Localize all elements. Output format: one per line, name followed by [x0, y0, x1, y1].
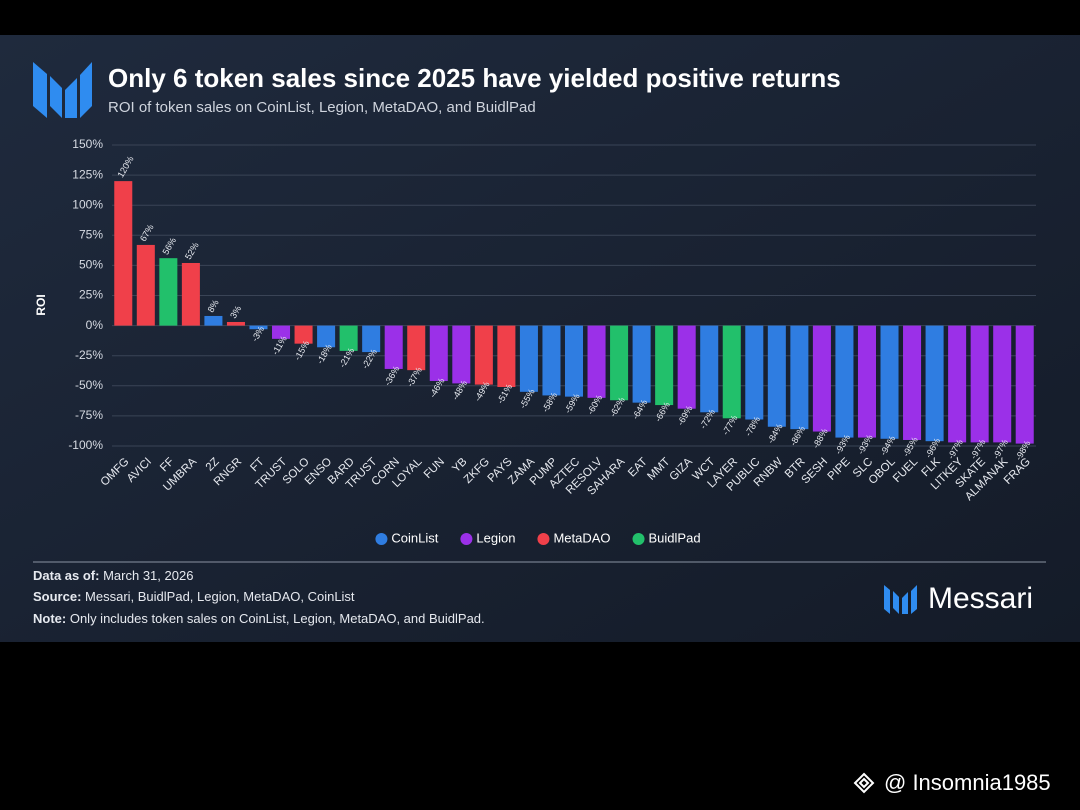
bar [812, 325, 831, 432]
bar [452, 325, 471, 384]
bar [745, 325, 764, 420]
y-tick-label: 75% [79, 227, 103, 241]
footnote-label: Source: [33, 589, 81, 604]
bar [542, 325, 561, 396]
legend-swatch [460, 533, 473, 545]
bar [362, 325, 381, 353]
footnote-text: Messari, BuidlPad, Legion, MetaDAO, Coin… [85, 589, 355, 604]
bar [519, 325, 538, 392]
footnote-source: Source: Messari, BuidlPad, Legion, MetaD… [33, 589, 355, 604]
y-tick-label: 125% [72, 167, 103, 181]
bar [384, 325, 403, 369]
bar [114, 181, 133, 326]
y-tick-label: 50% [79, 258, 103, 272]
bar [407, 325, 426, 371]
bar [632, 325, 651, 403]
y-tick-label: 150% [72, 137, 103, 151]
bar [903, 325, 922, 440]
brand-name: Messari [928, 582, 1033, 615]
bar [159, 258, 178, 326]
legend-label: MetaDAO [553, 530, 610, 545]
watermark-icon [853, 772, 875, 794]
bar [564, 325, 584, 397]
logo [33, 62, 92, 118]
bar [204, 315, 223, 326]
y-tick-label: 0% [86, 318, 104, 332]
legend: CoinList Legion MetaDAO BuidlPad [375, 530, 701, 545]
y-tick-label: -75% [75, 408, 103, 422]
bar [226, 321, 245, 326]
bar [722, 325, 741, 419]
footnote-note: Note: Only includes token sales on CoinL… [33, 611, 485, 626]
brand-logo [884, 585, 917, 614]
y-tick-label: 100% [72, 197, 103, 211]
bar [948, 325, 967, 443]
bar [993, 325, 1012, 443]
y-tick-label: -50% [75, 378, 103, 392]
legend-label: Legion [476, 530, 515, 545]
bar [970, 325, 989, 443]
y-axis-label: ROI [34, 294, 48, 315]
legend-swatch [375, 533, 388, 545]
watermark: @ Insomnia1985 [884, 770, 1051, 795]
footnote-date: Data as of: March 31, 2026 [33, 568, 193, 583]
bar [835, 325, 854, 438]
bar [610, 325, 629, 401]
bar [249, 325, 268, 330]
bar [474, 325, 493, 385]
bar [181, 262, 200, 326]
legend-swatch [632, 533, 645, 545]
legend-label: CoinList [391, 530, 438, 545]
bar [429, 325, 448, 381]
bar [790, 325, 809, 430]
footnote-label: Note: [33, 611, 66, 626]
footnote-text: March 31, 2026 [103, 568, 193, 583]
y-tick-label: -25% [75, 348, 103, 362]
bar [677, 325, 696, 409]
bar [587, 325, 606, 398]
bar [655, 325, 674, 406]
legend-label: BuidlPad [649, 530, 701, 545]
bar [880, 325, 899, 439]
bar [700, 325, 719, 413]
bar [1015, 325, 1034, 444]
footnote-text: Only includes token sales on CoinList, L… [70, 611, 485, 626]
y-tick-label: -100% [68, 438, 103, 452]
bar [317, 325, 336, 348]
bar [497, 325, 516, 388]
bar [339, 325, 358, 351]
chart-title: Only 6 token sales since 2025 have yield… [108, 63, 841, 93]
bar [136, 244, 155, 326]
chart-subtitle: ROI of token sales on CoinList, Legion, … [108, 99, 536, 116]
bar [767, 325, 786, 427]
legend-swatch [537, 533, 550, 545]
bar [925, 325, 944, 442]
y-tick-label: 25% [79, 288, 103, 302]
bar [294, 325, 313, 344]
bar [272, 325, 291, 339]
footnote-label: Data as of: [33, 568, 99, 583]
bar [857, 325, 876, 438]
